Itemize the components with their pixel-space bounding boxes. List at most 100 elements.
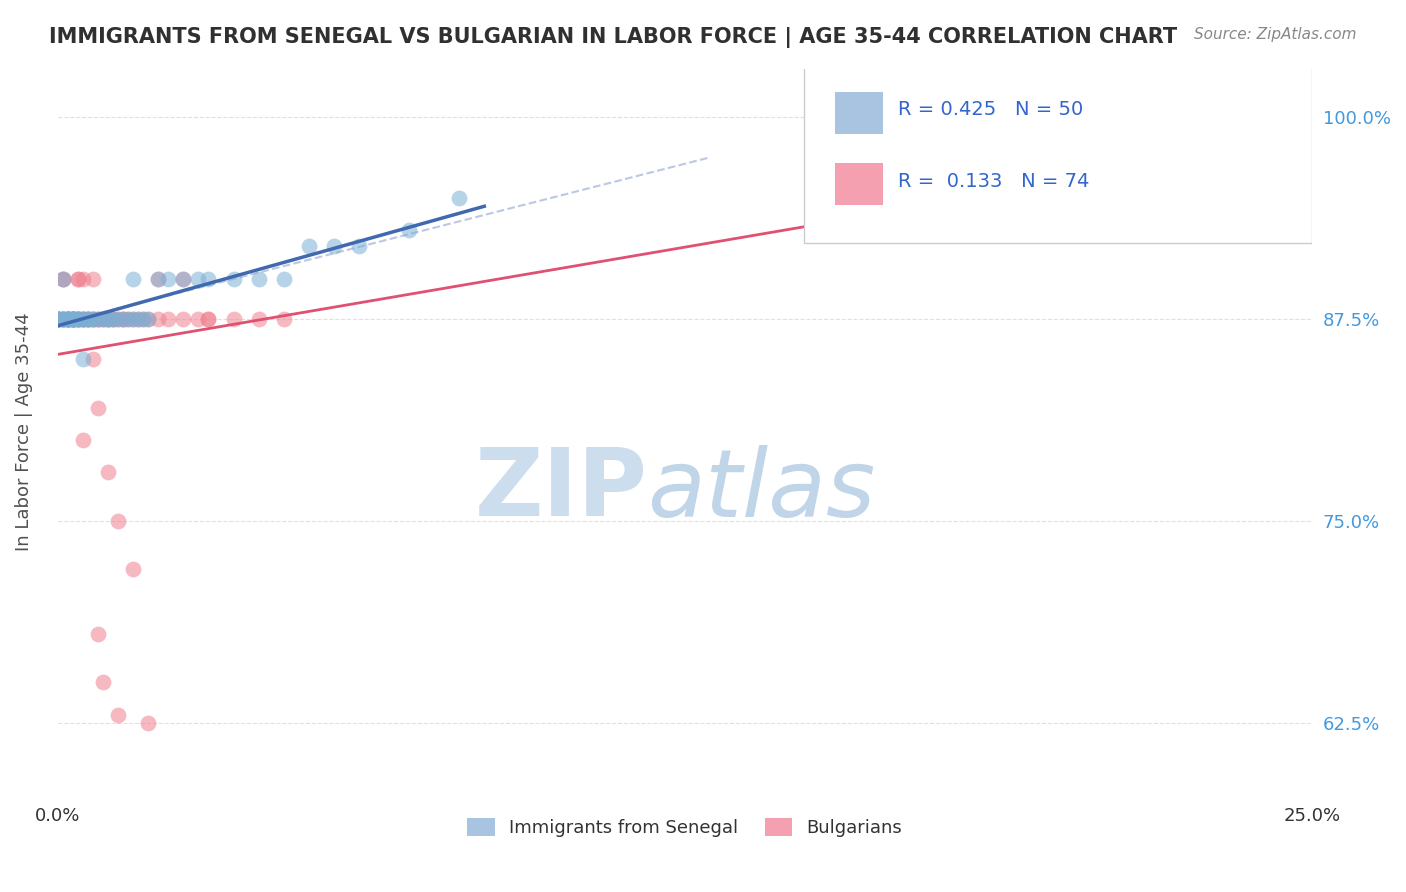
Point [46, 311, 69, 326]
Point [127, 311, 149, 326]
Point [197, 311, 219, 326]
Point [72, 311, 94, 326]
Point [46, 311, 69, 326]
Point [62, 311, 84, 326]
Point [122, 311, 145, 326]
Point [112, 311, 135, 326]
Point [46, 311, 69, 326]
Point [67, 311, 90, 326]
Point [172, 271, 194, 285]
Point [273, 271, 295, 285]
Text: R =  0.133   N = 74: R = 0.133 N = 74 [898, 171, 1090, 191]
Point [72, 352, 94, 367]
Point [87, 627, 110, 641]
Point [157, 271, 180, 285]
Point [101, 311, 124, 326]
Point [82, 311, 104, 326]
Point [77, 311, 100, 326]
Point [101, 311, 124, 326]
Point [46, 311, 69, 326]
Point [82, 311, 104, 326]
Point [52, 271, 75, 285]
Point [97, 466, 120, 480]
Point [46, 311, 69, 326]
Point [97, 311, 120, 326]
Point [82, 271, 104, 285]
Point [67, 311, 90, 326]
Point [247, 311, 270, 326]
Point [1150, 110, 1173, 124]
Point [97, 311, 120, 326]
Point [107, 311, 129, 326]
Point [398, 223, 420, 237]
Point [91, 311, 114, 326]
Point [72, 311, 94, 326]
Point [187, 271, 209, 285]
Point [77, 311, 100, 326]
Point [91, 311, 114, 326]
Point [62, 311, 84, 326]
Point [112, 311, 135, 326]
Point [322, 239, 344, 253]
Text: R = 0.425   N = 50: R = 0.425 N = 50 [898, 101, 1084, 120]
Bar [835, 92, 883, 134]
Point [82, 311, 104, 326]
Point [136, 311, 159, 326]
Point [107, 514, 129, 528]
Point [197, 311, 219, 326]
Point [52, 271, 75, 285]
Point [62, 311, 84, 326]
FancyBboxPatch shape [804, 65, 1312, 243]
Point [82, 352, 104, 367]
Point [52, 311, 75, 326]
Text: ZIP: ZIP [474, 444, 647, 536]
Point [62, 311, 84, 326]
Point [62, 311, 84, 326]
Point [101, 311, 124, 326]
Text: atlas: atlas [647, 444, 876, 535]
Point [172, 271, 194, 285]
Point [122, 271, 145, 285]
Point [52, 311, 75, 326]
Point [77, 311, 100, 326]
Point [127, 311, 149, 326]
Point [136, 311, 159, 326]
Point [56, 311, 79, 326]
Bar [835, 163, 883, 205]
Point [222, 271, 245, 285]
Text: Source: ZipAtlas.com: Source: ZipAtlas.com [1194, 27, 1357, 42]
Point [56, 311, 79, 326]
Point [273, 311, 295, 326]
Point [46, 311, 69, 326]
Point [56, 311, 79, 326]
Point [67, 311, 90, 326]
Point [132, 311, 155, 326]
Point [67, 271, 90, 285]
Point [247, 271, 270, 285]
Point [122, 311, 145, 326]
Point [87, 311, 110, 326]
Point [97, 311, 120, 326]
Point [72, 311, 94, 326]
Point [172, 311, 194, 326]
Point [52, 271, 75, 285]
Text: IMMIGRANTS FROM SENEGAL VS BULGARIAN IN LABOR FORCE | AGE 35-44 CORRELATION CHAR: IMMIGRANTS FROM SENEGAL VS BULGARIAN IN … [49, 27, 1177, 48]
Point [87, 401, 110, 415]
Point [298, 239, 321, 253]
Point [67, 311, 90, 326]
Point [72, 311, 94, 326]
Point [62, 311, 84, 326]
Point [56, 311, 79, 326]
Point [87, 311, 110, 326]
Point [72, 433, 94, 447]
Point [56, 311, 79, 326]
Point [46, 311, 69, 326]
Point [91, 675, 114, 690]
Point [82, 311, 104, 326]
Legend: Immigrants from Senegal, Bulgarians: Immigrants from Senegal, Bulgarians [460, 811, 910, 845]
Point [52, 311, 75, 326]
Point [132, 311, 155, 326]
Point [347, 239, 370, 253]
Point [62, 311, 84, 326]
Point [67, 311, 90, 326]
